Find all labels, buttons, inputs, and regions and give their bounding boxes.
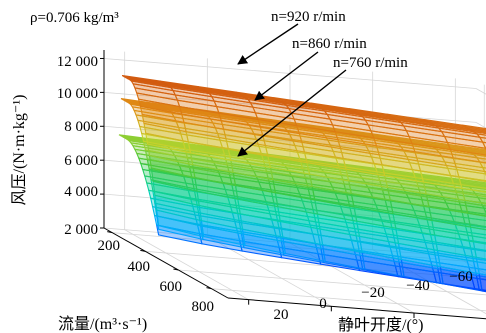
z-tick-label: 8 000 [64,119,98,135]
y-tick-label: −40 [406,278,429,294]
axes-box [100,50,486,320]
y-tick-label: 0 [319,296,327,312]
z-tick-label: 2 000 [64,222,98,238]
surface-patch [118,134,159,142]
surface-patch [120,98,162,106]
y-tick-label: −60 [449,269,472,285]
speed-annotations: n=920 r/min n=860 r/min n=760 r/min [237,9,408,157]
density-label: ρ=0.706 kg/m³ [30,10,119,26]
speed-label-920: n=920 r/min [271,9,346,25]
grid-line [211,288,486,312]
speed-arrow [237,69,347,157]
y-tick-labels: 20 0 −20 −40 −60 [274,269,473,323]
y-tick-label: −20 [361,285,384,301]
speed-arrows [237,23,347,157]
surface-mesh [118,74,486,293]
grid-line [124,229,249,301]
surface-speed-860 [120,98,486,292]
speed-label-860: n=860 r/min [292,36,367,52]
z-tick-label: 10 000 [57,86,98,102]
x-axis-title: 流量/(m³·s⁻¹) [58,315,147,333]
surface-speed-920 [121,74,486,293]
z-axis-title: 风压/(N·m·kg⁻¹) [11,94,28,205]
speed-arrow [237,23,299,65]
axis-edge [103,227,229,299]
x-tick-labels: 200 400 600 800 [98,238,215,315]
x-tick-label: 200 [98,238,121,254]
z-tick-label: 12 000 [57,54,98,70]
x-tick-mark [107,231,113,234]
x-tick-label: 400 [128,259,151,275]
surface-patch [121,74,163,83]
x-tick-mark [140,249,146,252]
y-tick-label: 20 [274,307,289,323]
x-tick-label: 800 [192,299,215,315]
speed-arrow [254,51,319,101]
grid-line [289,242,415,314]
z-tick-labels: 2 000 4 000 6 000 8 000 10 000 12 000 [57,54,98,238]
y-axis-title: 静叶开度/(°) [338,316,424,333]
x-tick-mark [173,268,179,271]
z-tick-label: 4 000 [64,184,98,200]
z-tick-label: 6 000 [64,153,98,169]
x-tick-label: 600 [160,279,183,295]
x-tick-mark [206,287,212,290]
speed-label-760: n=760 r/min [333,55,408,71]
